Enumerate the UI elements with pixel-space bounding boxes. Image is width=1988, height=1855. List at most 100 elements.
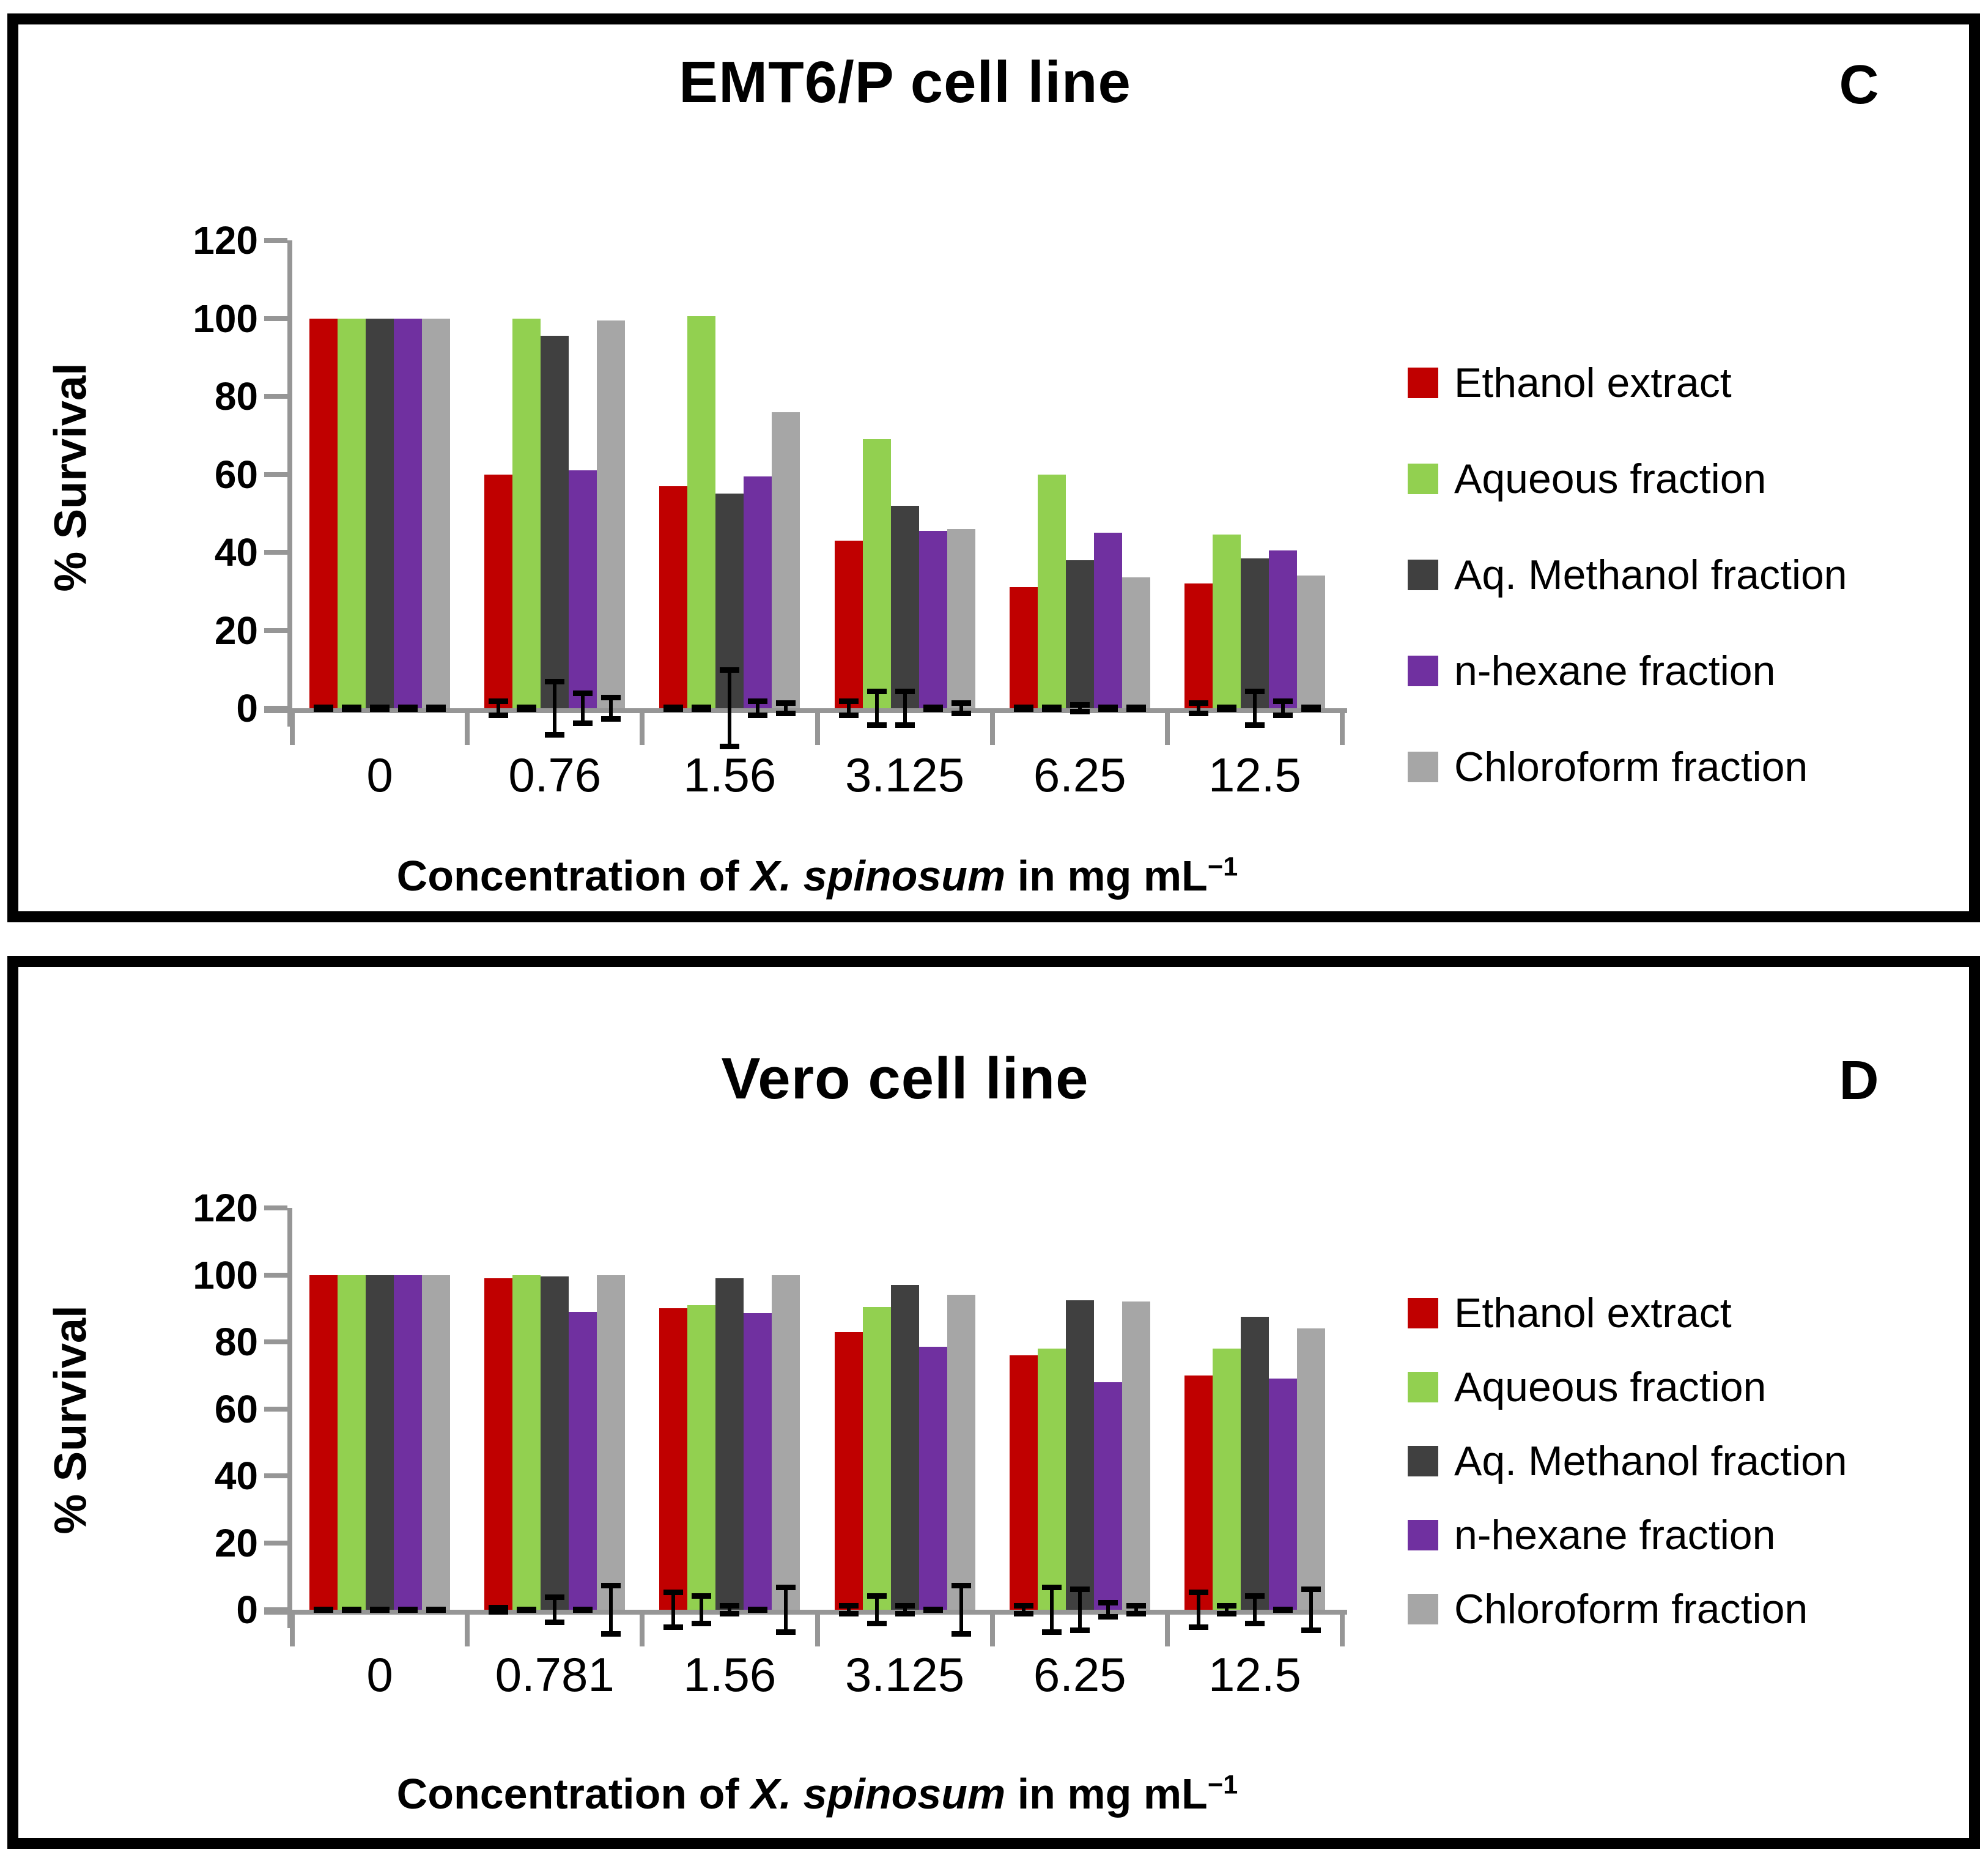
x-axis-title: Concentration of X. spinosum in mg mL−1: [292, 851, 1342, 900]
error-bar: [1126, 704, 1146, 713]
error-bar-cap-bottom: [1273, 1607, 1293, 1613]
legend-label: Aq. Methanol fraction: [1454, 1438, 1847, 1484]
y-axis-tick-label: 60: [214, 1387, 258, 1431]
x-category-label: 12.5: [1208, 1648, 1301, 1701]
bar-group: [1167, 1208, 1342, 1634]
x-category-label: 12.5: [1208, 748, 1301, 802]
panel-vero: Vero cell line D % Survival 0 20 40 60 80 100…: [7, 956, 1980, 1849]
error-bar-cap-bottom: [545, 1619, 565, 1625]
bar-n-hexane-fraction: [394, 318, 423, 713]
x-category-label: 1.56: [683, 748, 777, 802]
bar-aqueous-fraction: [1037, 1348, 1066, 1635]
error-bar: [867, 689, 887, 728]
error-bar: [895, 1603, 915, 1616]
x-axis-title-exponent: −1: [1207, 852, 1238, 882]
y-axis-tick: [264, 1272, 287, 1278]
error-bar-line: [846, 1603, 851, 1616]
x-axis-tick: [815, 713, 820, 745]
bar-aq-methanol-fraction: [890, 1284, 919, 1616]
error-bar: [426, 704, 446, 713]
error-bar-cap-top: [867, 1593, 887, 1599]
error-bar-cap-top: [776, 700, 796, 706]
error-bar-cap-bottom: [1301, 706, 1321, 713]
error-bar-cap-top: [720, 667, 740, 673]
error-bar-cap-bottom: [1188, 1624, 1208, 1630]
error-bar-cap-bottom: [1188, 710, 1208, 716]
x-axis-tick: [815, 1615, 820, 1646]
panel-letter: D: [1839, 1050, 1879, 1111]
legend-label: Ethanol extract: [1454, 360, 1732, 406]
bar-aq-methanol-fraction: [1065, 1300, 1094, 1634]
bar-group: [292, 1208, 467, 1613]
error-bar-line: [784, 1584, 788, 1635]
legend-swatch: [1408, 1594, 1438, 1624]
bar-aq-methanol-fraction: [366, 1275, 394, 1613]
bar-group: [292, 240, 467, 713]
x-axis-title-species: X. spinosum: [751, 1770, 1006, 1818]
legend-swatch: [1408, 656, 1438, 686]
legend-label: n-hexane fraction: [1454, 1512, 1776, 1558]
bar-n-hexane-fraction: [744, 476, 772, 718]
bar-n-hexane-fraction: [1093, 1382, 1122, 1620]
error-bar: [720, 1603, 740, 1616]
chart-title: EMT6/P cell line: [679, 50, 1131, 115]
error-bar-cap-bottom: [1041, 1629, 1062, 1635]
error-bar-line: [553, 1594, 557, 1625]
bar-chloroform-fraction: [1121, 1301, 1150, 1616]
bar-group: [642, 240, 817, 749]
error-bar-cap-bottom: [663, 1624, 684, 1630]
bar-aqueous-fraction: [687, 1305, 716, 1627]
error-bar-line: [700, 1593, 704, 1627]
legend-swatch: [1408, 752, 1438, 782]
x-category-label: 0.781: [495, 1648, 615, 1701]
bar-ethanol-extract: [484, 1278, 513, 1615]
error-bar-cap-bottom: [1273, 712, 1293, 718]
error-bar-cap-bottom: [1070, 708, 1090, 714]
error-bar-cap-top: [1126, 1603, 1146, 1609]
error-bar-cap-bottom: [692, 1621, 712, 1627]
error-bar-line: [874, 689, 879, 728]
y-axis-line: [287, 240, 292, 727]
error-bar: [663, 1590, 684, 1630]
error-bar: [663, 704, 684, 713]
error-bar: [951, 700, 971, 716]
x-axis-title-species: X. spinosum: [751, 852, 1006, 900]
bar-group: [992, 240, 1167, 714]
error-bar: [838, 698, 859, 718]
error-bar-cap-bottom: [1098, 706, 1118, 713]
error-bar-cap-top: [951, 700, 971, 706]
error-bar-line: [959, 1583, 963, 1637]
bar-aq-methanol-fraction: [1240, 558, 1269, 728]
error-bar-cap-top: [838, 1603, 859, 1609]
error-bar-cap-top: [951, 1583, 971, 1589]
x-axis-tick: [465, 713, 470, 745]
y-axis-tick-label: 0: [236, 686, 258, 730]
bar-aq-methanol-fraction: [715, 1278, 744, 1616]
error-bar-line: [1049, 1584, 1054, 1635]
error-bar-cap-bottom: [314, 1607, 334, 1613]
error-bar: [1244, 1593, 1265, 1627]
legend-label: Aqueous fraction: [1454, 456, 1767, 502]
bar-aqueous-fraction: [687, 316, 716, 713]
error-bar-cap-bottom: [663, 706, 684, 713]
y-axis-tick-label: 40: [214, 530, 258, 574]
legend-swatch: [1408, 1520, 1438, 1550]
error-bar: [517, 704, 537, 713]
bar-group: [818, 1208, 992, 1637]
error-bar-line: [728, 667, 732, 749]
x-axis-tick: [1164, 1615, 1170, 1646]
error-bar-cap-top: [573, 691, 593, 697]
error-bar-cap-top: [1244, 689, 1265, 695]
error-bar-cap-bottom: [573, 720, 593, 726]
error-bar: [489, 1604, 509, 1615]
legend-label: Aqueous fraction: [1454, 1364, 1767, 1410]
error-bar-cap-bottom: [1098, 1614, 1118, 1620]
error-bar: [1188, 700, 1208, 716]
y-axis-tick-label: 40: [214, 1454, 258, 1498]
x-axis-tick: [290, 713, 295, 745]
error-bar: [1301, 1586, 1321, 1634]
error-bar-line: [846, 698, 851, 718]
error-bar-cap-bottom: [1301, 1627, 1321, 1634]
bar-aqueous-fraction: [338, 318, 366, 713]
error-bar-cap-bottom: [951, 710, 971, 716]
